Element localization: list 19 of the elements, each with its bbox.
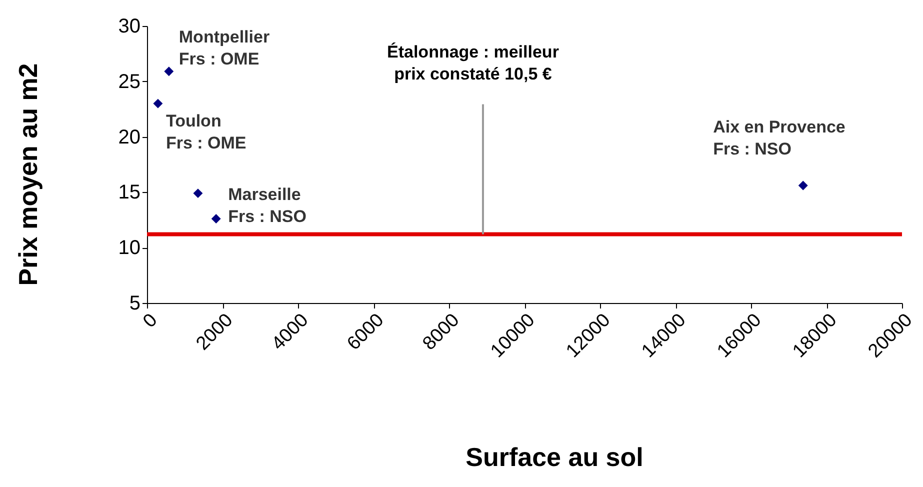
annotation: Aix en Provence Frs : NSO	[713, 118, 846, 159]
y-tick-label: 5	[129, 292, 140, 314]
point	[798, 180, 808, 190]
point	[193, 188, 203, 198]
annotation: Marseille Frs : NSO	[228, 184, 306, 226]
y-tick-label: 20	[118, 126, 140, 148]
annotation: Étalonnage : meilleur prix constaté 10,5 €	[387, 41, 560, 84]
point	[164, 66, 174, 76]
x-tick-label: 0	[139, 310, 162, 332]
annotation: Montpellier Frs : OME	[178, 27, 270, 68]
y-tick-label: 15	[118, 182, 140, 204]
x-axis-title: Surface au sol	[466, 442, 644, 472]
y-tick-label: 30	[118, 16, 140, 38]
annotation: Toulon Frs : OME	[166, 112, 246, 153]
y-axis-title: Prix moyen au m2	[13, 63, 43, 286]
y-tick-label: 10	[118, 237, 140, 260]
point	[153, 98, 163, 108]
point	[211, 214, 221, 224]
y-tick-label: 25	[118, 70, 140, 93]
